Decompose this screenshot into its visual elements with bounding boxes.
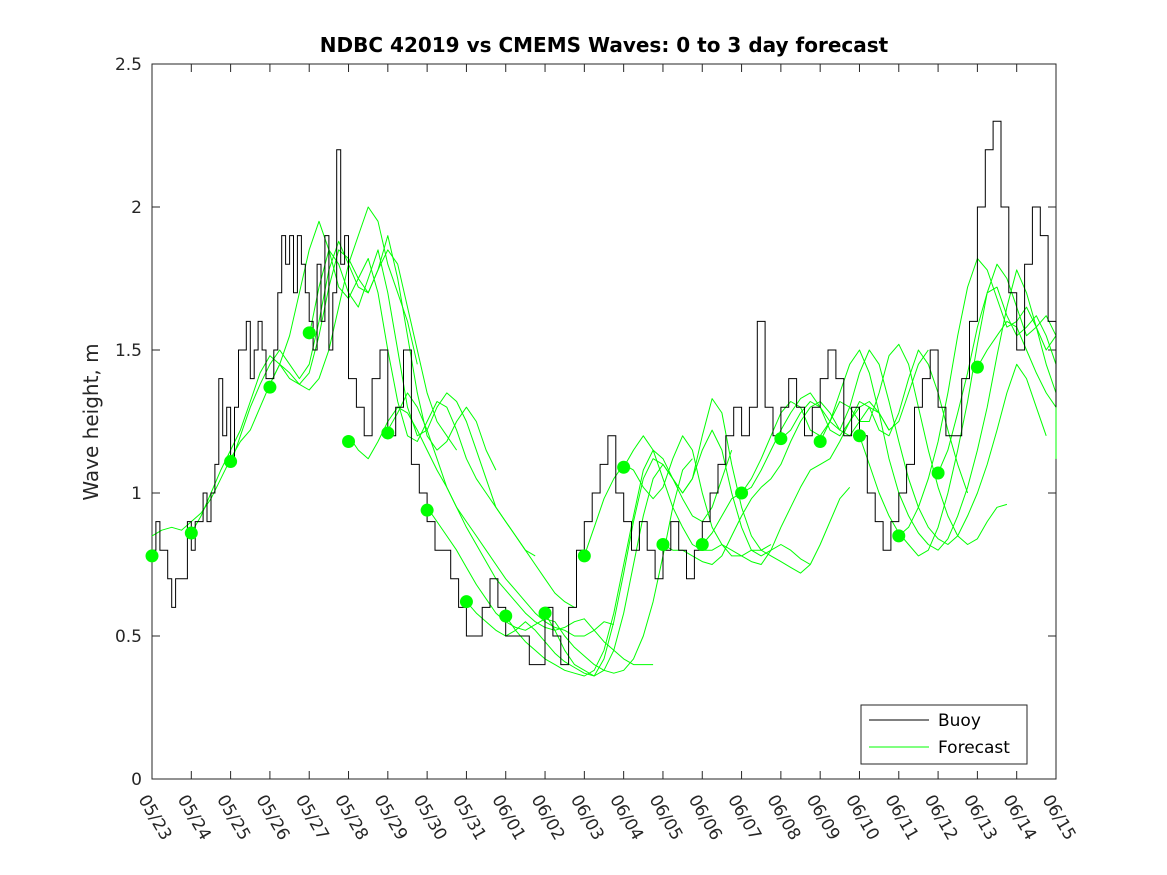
forecast-run-line (662, 349, 929, 565)
forecast-run-line (387, 392, 654, 666)
forecast-start-marker (892, 529, 906, 543)
y-tick-label: 1 (131, 484, 142, 504)
legend-label-forecast: Forecast (938, 738, 1010, 758)
x-tick-label: 05/29 (369, 792, 411, 844)
x-tick-label: 05/25 (212, 792, 254, 844)
y-tick-label: 0 (131, 770, 142, 790)
buoy-line (152, 120, 1057, 666)
x-tick-label: 06/03 (566, 792, 608, 844)
forecast-run-line (348, 406, 614, 637)
forecast-run-line (505, 398, 772, 677)
x-tick-label: 05/31 (448, 792, 490, 844)
forecast-run-line (466, 449, 733, 677)
forecast-start-marker (931, 466, 945, 480)
forecast-start-marker (813, 435, 827, 449)
x-tick-label: 05/23 (134, 792, 176, 844)
x-tick-label: 06/02 (527, 792, 569, 844)
forecast-start-markers (145, 326, 984, 623)
y-tick-label: 1.5 (115, 341, 142, 361)
forecast-start-marker (577, 549, 591, 563)
forecast-start-marker (381, 426, 395, 440)
buoy-series (152, 120, 1057, 666)
x-tick-label: 06/13 (959, 792, 1001, 844)
forecast-run-line (269, 220, 536, 557)
x-tick-label: 05/26 (252, 792, 294, 844)
x-tick-label: 06/06 (684, 792, 726, 844)
x-tick-label: 06/11 (880, 792, 922, 844)
x-tick-label: 06/09 (802, 792, 844, 844)
y-axis-label: Wave height, m (79, 343, 103, 500)
x-tick-label: 06/05 (645, 792, 687, 844)
forecast-start-marker (145, 549, 159, 563)
x-tick-label: 06/01 (487, 792, 529, 844)
forecast-start-marker (420, 503, 434, 517)
forecast-run-line (190, 249, 458, 534)
forecast-start-marker (774, 432, 788, 446)
y-axis-ticks: 0 0.5 1 1.5 2 2.5 (115, 55, 1056, 790)
forecast-start-marker (617, 460, 631, 474)
legend-box (860, 704, 1028, 765)
forecast-start-marker (735, 486, 749, 500)
legend: Buoy Forecast (860, 704, 1028, 765)
x-tick-label: 06/14 (998, 792, 1040, 844)
forecast-run-line (819, 269, 1057, 551)
legend-label-buoy: Buoy (938, 711, 981, 731)
chart-title: NDBC 42019 vs CMEMS Waves: 0 to 3 day fo… (320, 33, 889, 57)
forecast-start-marker (499, 609, 513, 623)
x-tick-label: 05/27 (291, 792, 333, 844)
forecast-start-marker (695, 537, 709, 551)
x-tick-label: 05/28 (330, 792, 372, 844)
x-tick-label: 06/04 (605, 792, 647, 844)
forecast-start-marker (224, 455, 238, 469)
forecast-run-line (151, 206, 418, 537)
forecast-start-marker (459, 595, 473, 609)
forecast-run-line (623, 401, 890, 565)
forecast-start-marker (342, 435, 356, 449)
y-tick-label: 2 (131, 198, 142, 218)
x-tick-label: 06/10 (841, 792, 883, 844)
y-tick-label: 2.5 (115, 55, 142, 75)
forecast-start-marker (852, 429, 866, 443)
forecast-start-marker (538, 606, 552, 620)
forecast-run-line (308, 249, 575, 608)
forecast-start-marker (970, 360, 984, 374)
forecast-start-marker (302, 326, 316, 340)
plot-frame (151, 63, 1057, 780)
forecast-run-line (426, 458, 693, 674)
x-tick-label: 06/07 (723, 792, 765, 844)
forecast-run-line (230, 235, 497, 471)
forecast-start-marker (263, 380, 277, 394)
plot-area: 00.511.522.5 05/2305/2405/2505/2605/2705… (115, 55, 1080, 844)
x-tick-label: 05/30 (409, 792, 451, 844)
x-tick-label: 06/15 (1038, 792, 1080, 844)
forecast-start-marker (656, 537, 670, 551)
forecast-run-line (780, 349, 1047, 545)
x-tick-label: 05/24 (173, 792, 215, 844)
y-tick-label: 0.5 (115, 627, 142, 647)
x-tick-label: 06/08 (763, 792, 805, 844)
x-tick-label: 06/12 (920, 792, 962, 844)
forecast-start-marker (184, 526, 198, 540)
